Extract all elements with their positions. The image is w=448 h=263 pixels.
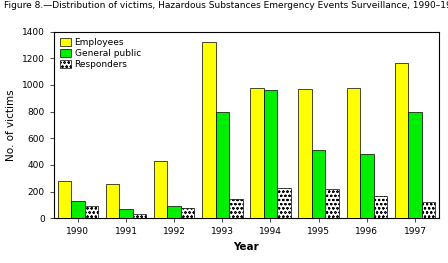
Bar	[422, 202, 435, 218]
Bar	[133, 214, 146, 218]
Bar	[298, 89, 312, 218]
Bar	[277, 188, 291, 218]
Text: Figure 8.—Distribution of victims, Hazardous Substances Emergency Events Surveil: Figure 8.—Distribution of victims, Hazar…	[4, 1, 448, 10]
Y-axis label: No. of victims: No. of victims	[6, 89, 16, 161]
Bar	[181, 208, 194, 218]
Bar	[325, 189, 339, 218]
Bar	[264, 90, 277, 218]
Bar	[374, 196, 387, 218]
Bar	[168, 206, 181, 218]
Bar	[71, 201, 85, 218]
Bar	[58, 181, 71, 218]
Bar	[347, 88, 360, 218]
Bar	[106, 184, 119, 218]
Bar	[229, 199, 242, 218]
Bar	[85, 206, 98, 218]
Bar	[202, 42, 215, 218]
Bar	[215, 112, 229, 218]
Bar	[119, 209, 133, 218]
Bar	[408, 112, 422, 218]
X-axis label: Year: Year	[233, 242, 259, 252]
Bar	[312, 150, 325, 218]
Bar	[154, 161, 168, 218]
Bar	[250, 88, 264, 218]
Legend: Employees, General public, Responders: Employees, General public, Responders	[58, 36, 142, 71]
Bar	[395, 63, 408, 218]
Bar	[360, 154, 374, 218]
